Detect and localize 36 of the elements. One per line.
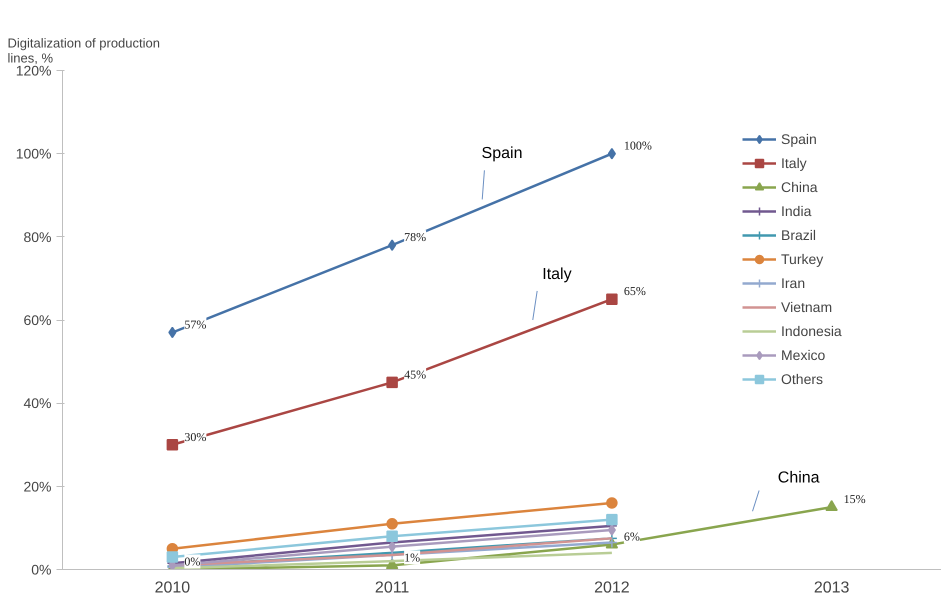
y-tick-label: 80%: [23, 228, 52, 245]
x-tick-label: 2013: [814, 580, 850, 596]
legend-label: India: [781, 203, 812, 219]
y-tick-label: 0%: [31, 562, 52, 578]
data-label: 0%: [184, 554, 200, 568]
x-tick-label: 2010: [154, 580, 190, 596]
data-label: 1%: [404, 550, 420, 564]
legend-label: Italy: [781, 155, 807, 171]
data-label: 100%: [624, 138, 652, 153]
y-axis-title: Digitalization of production lines, %: [8, 36, 160, 66]
data-label: 15%: [844, 492, 866, 506]
legend-label: China: [781, 179, 818, 195]
annotation: China: [778, 470, 820, 487]
y-tick-label: 40%: [23, 395, 52, 412]
annotation: Italy: [542, 266, 572, 283]
data-label: 6%: [624, 530, 640, 544]
y-tick-label: 100%: [16, 146, 52, 162]
legend-label: Turkey: [781, 251, 824, 267]
y-tick-label: 60%: [23, 312, 52, 328]
data-label: 45%: [404, 367, 426, 382]
legend-label: Mexico: [781, 347, 826, 363]
data-label: 57%: [184, 317, 206, 332]
legend-label: Indonesia: [781, 323, 842, 339]
data-label: 78%: [404, 230, 426, 244]
legend-label: Vietnam: [781, 299, 832, 315]
data-label: 65%: [624, 284, 646, 298]
legend-label: Others: [781, 371, 824, 387]
y-tick-label: 120%: [16, 62, 52, 78]
y-tick-label: 20%: [23, 478, 52, 494]
x-tick-label: 2011: [374, 580, 410, 596]
annotation: Spain: [482, 145, 522, 162]
legend-label: Iran: [781, 275, 806, 291]
legend-label: Spain: [781, 131, 817, 147]
legend-label: Brazil: [781, 227, 816, 243]
x-tick-label: 2012: [594, 580, 630, 596]
data-label: 30%: [184, 430, 206, 444]
